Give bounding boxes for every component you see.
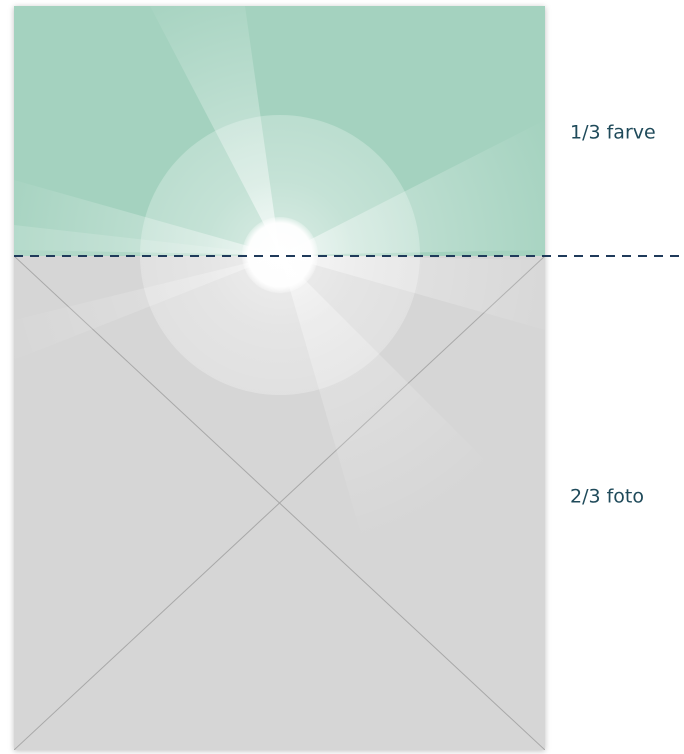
diagram: 1/3 farve 2/3 foto <box>0 0 684 754</box>
top-label: 1/3 farve <box>570 122 656 144</box>
bottom-label: 2/3 foto <box>570 486 644 508</box>
